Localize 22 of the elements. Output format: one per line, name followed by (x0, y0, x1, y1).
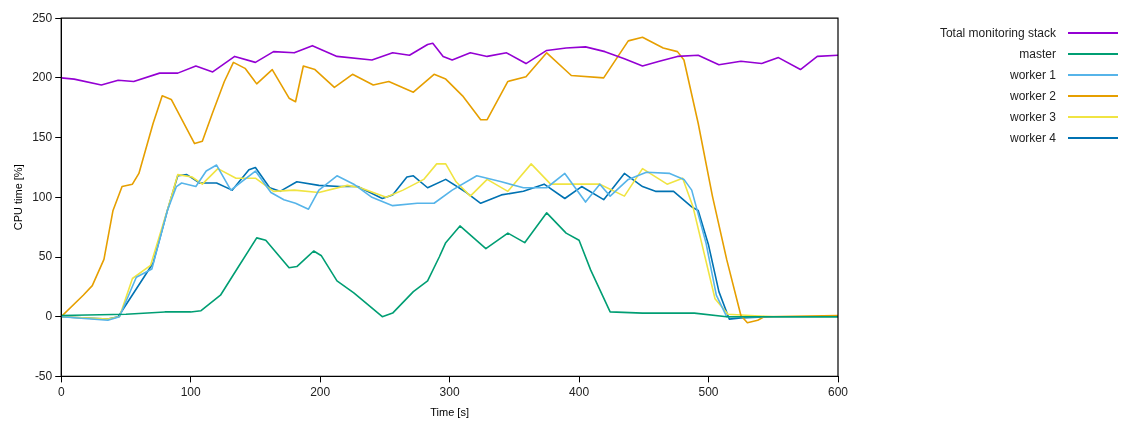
y-tick-label: 50 (38, 249, 53, 264)
y-tick-label: 150 (32, 129, 53, 144)
x-tick-label: 400 (569, 384, 590, 399)
y-tick-label: -50 (34, 368, 53, 383)
legend-label: worker 1 (1009, 67, 1056, 82)
legend-label: worker 3 (1009, 109, 1056, 124)
x-axis-title: Time [s] (430, 406, 469, 419)
y-tick-label: 200 (32, 70, 53, 85)
legend-label: master (1019, 46, 1056, 61)
y-tick-label: 100 (32, 189, 53, 204)
y-tick-label: 250 (32, 10, 53, 25)
x-tick-label: 200 (310, 384, 331, 399)
x-tick-label: 100 (180, 384, 202, 399)
legend-label: Total monitoring stack (939, 25, 1056, 40)
x-tick-label: 600 (827, 384, 849, 399)
x-tick-label: 0 (57, 384, 65, 399)
legend-label: worker 4 (1009, 130, 1056, 145)
x-tick-label: 500 (698, 384, 719, 399)
y-axis-title: CPU time [%] (11, 164, 24, 231)
x-tick-label: 300 (439, 384, 460, 399)
y-tick-label: 0 (45, 309, 53, 324)
legend-label: worker 2 (1009, 88, 1056, 103)
